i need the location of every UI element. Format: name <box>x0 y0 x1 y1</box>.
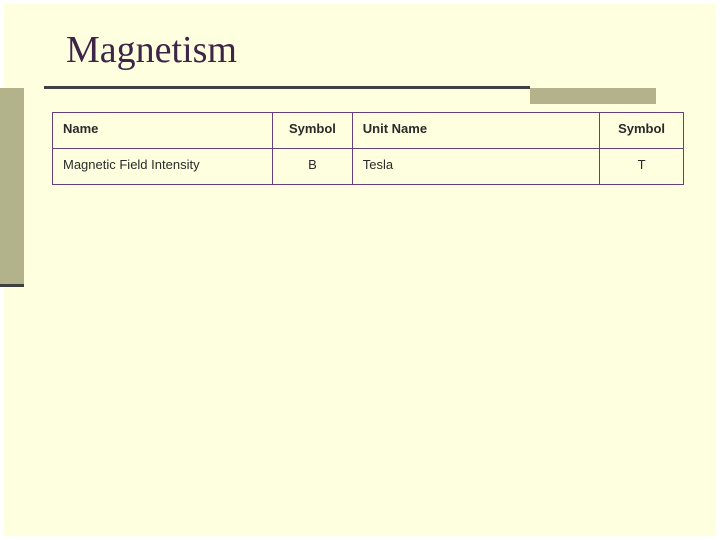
cell-unit-name: Tesla <box>352 149 599 185</box>
title-shadow-bar <box>530 88 656 104</box>
table-row: Magnetic Field Intensity B Tesla T <box>53 149 684 185</box>
cell-name: Magnetic Field Intensity <box>53 149 273 185</box>
title-underline <box>44 86 530 89</box>
cell-unit-symbol: T <box>600 149 684 185</box>
slide: Magnetism Name Symbol Unit Name Symbol M… <box>4 4 716 536</box>
col-header-symbol: Symbol <box>273 113 353 149</box>
left-accent-bar-cap <box>0 284 24 287</box>
left-accent-bar <box>0 88 24 284</box>
slide-title: Magnetism <box>66 28 237 72</box>
magnetism-table: Name Symbol Unit Name Symbol Magnetic Fi… <box>52 112 684 185</box>
col-header-name: Name <box>53 113 273 149</box>
col-header-unit-symbol: Symbol <box>600 113 684 149</box>
col-header-unit-name: Unit Name <box>352 113 599 149</box>
table-header-row: Name Symbol Unit Name Symbol <box>53 113 684 149</box>
cell-symbol: B <box>273 149 353 185</box>
